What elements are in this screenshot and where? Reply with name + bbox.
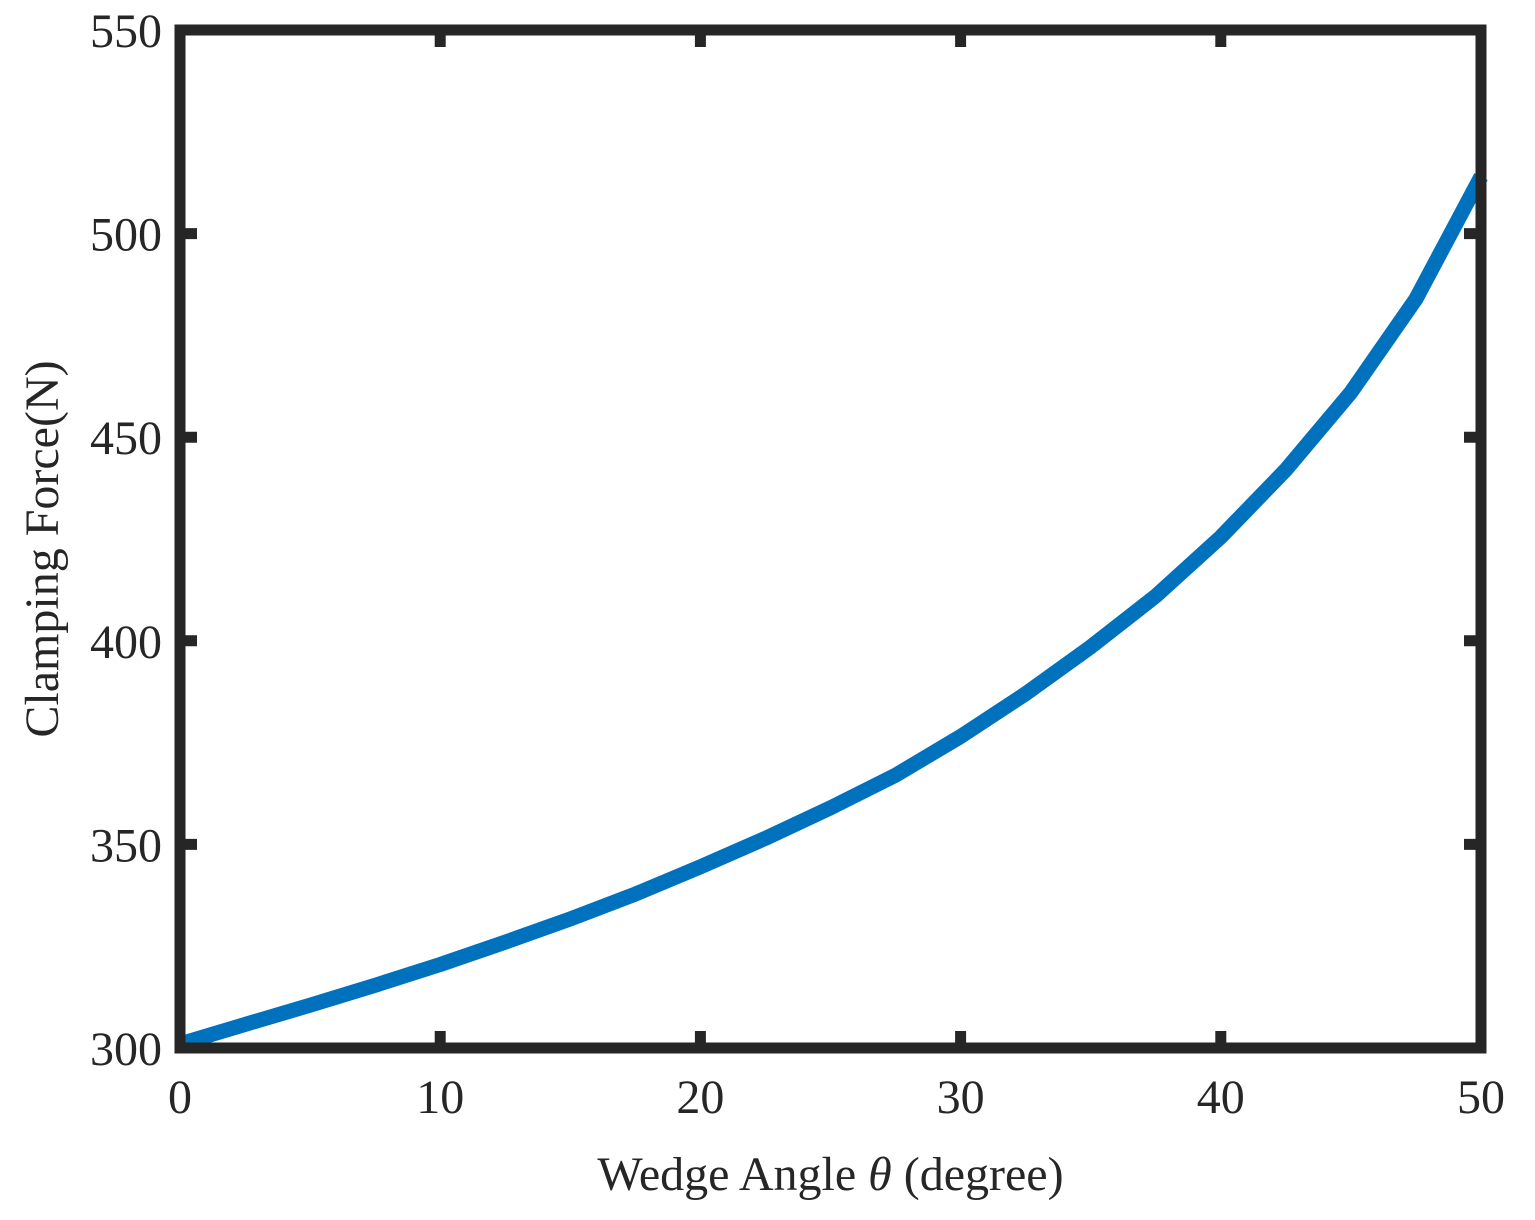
x-tick-label: 40: [1197, 1071, 1245, 1124]
y-tick-label: 400: [90, 616, 162, 669]
x-tick-label: 20: [676, 1071, 724, 1124]
x-axis-label-symbol: θ: [868, 1148, 892, 1201]
y-axis-label: Clamping Force(N): [16, 360, 69, 737]
series-layer: [177, 173, 1488, 1052]
x-axis-label: Wedge Angle θ (degree): [597, 1148, 1063, 1201]
y-tick-label: 300: [90, 1023, 162, 1076]
y-tick-label: 450: [90, 412, 162, 465]
series-line: [177, 173, 1488, 1052]
x-tick-labels: 0 10 20 30 40 50: [168, 1071, 1505, 1124]
plot-area-frame: [174, 24, 1487, 1054]
x-tick-label: 10: [416, 1071, 464, 1124]
x-tick-label: 0: [168, 1071, 192, 1124]
x-tick-label: 30: [937, 1071, 985, 1124]
y-tick-labels: 300 350 400 450 500 550: [90, 5, 162, 1076]
y-tick-label: 500: [90, 209, 162, 262]
y-tick-label: 550: [90, 5, 162, 58]
x-tick-label: 50: [1457, 1071, 1505, 1124]
y-tick-label: 350: [90, 819, 162, 872]
x-axis-label-text: Wedge Angle: [597, 1148, 868, 1201]
x-axis-label-unit: (degree): [892, 1148, 1064, 1201]
